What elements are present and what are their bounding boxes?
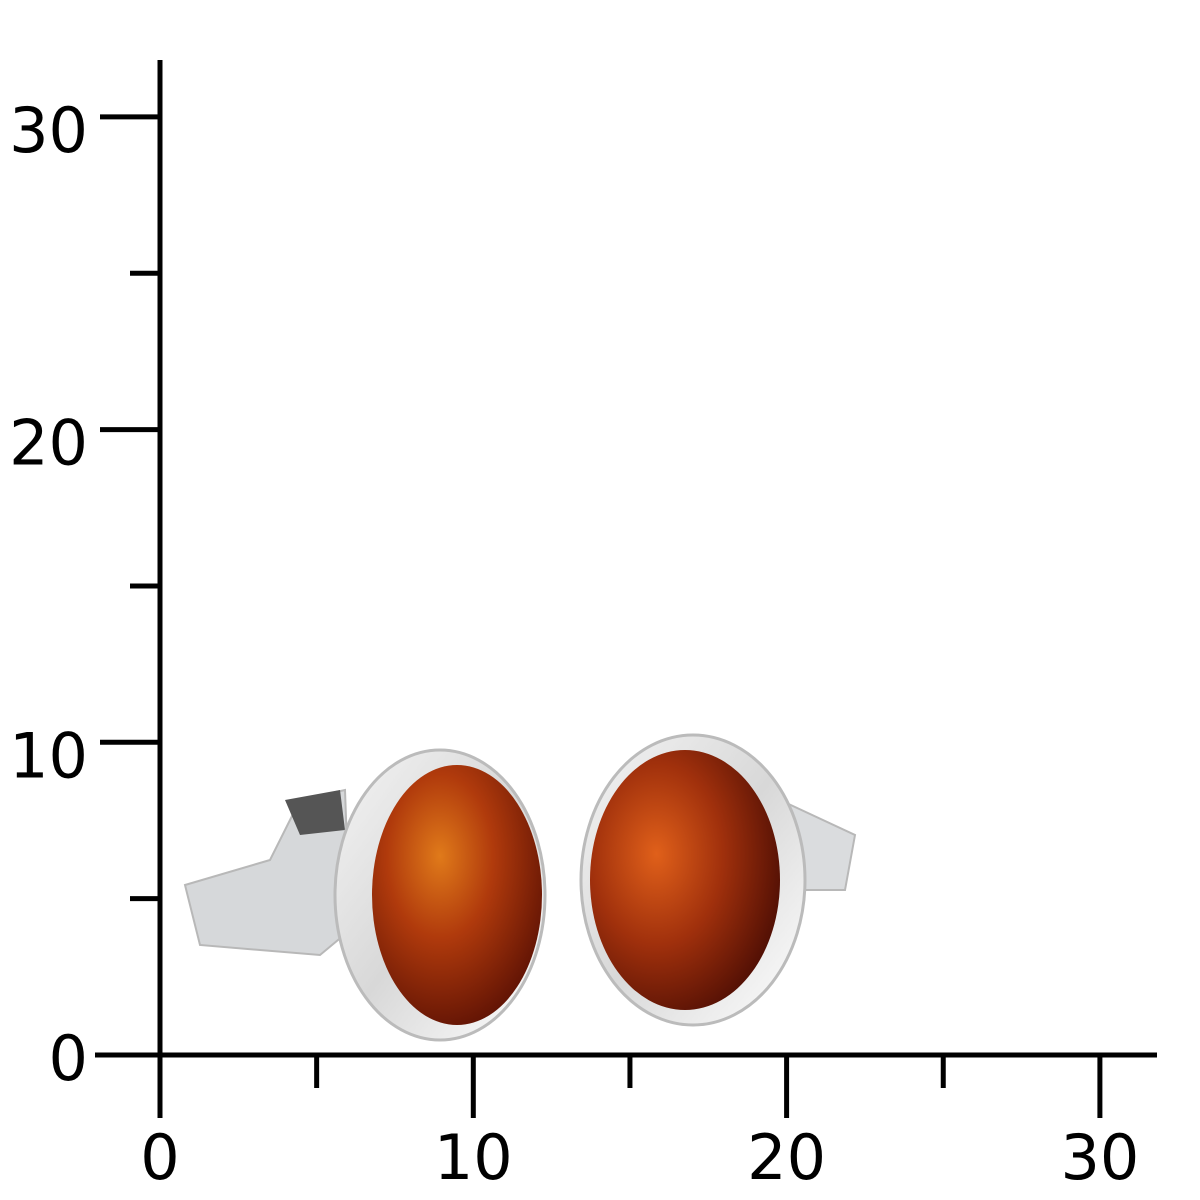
x-tick-label: 10 — [434, 1121, 513, 1194]
y-tick-label: 10 — [9, 719, 88, 792]
x-tick-label: 30 — [1060, 1121, 1139, 1194]
amber-stone — [372, 765, 542, 1025]
y-tick-label: 0 — [49, 1022, 88, 1095]
amber-stone — [590, 750, 780, 1010]
earrings — [183, 733, 857, 1042]
x-tick-label: 0 — [140, 1121, 179, 1194]
y-tick-label: 30 — [9, 94, 88, 167]
earring-back-shadow — [285, 790, 345, 835]
y-tick-label: 20 — [9, 407, 88, 480]
x-tick-label: 20 — [747, 1121, 826, 1194]
